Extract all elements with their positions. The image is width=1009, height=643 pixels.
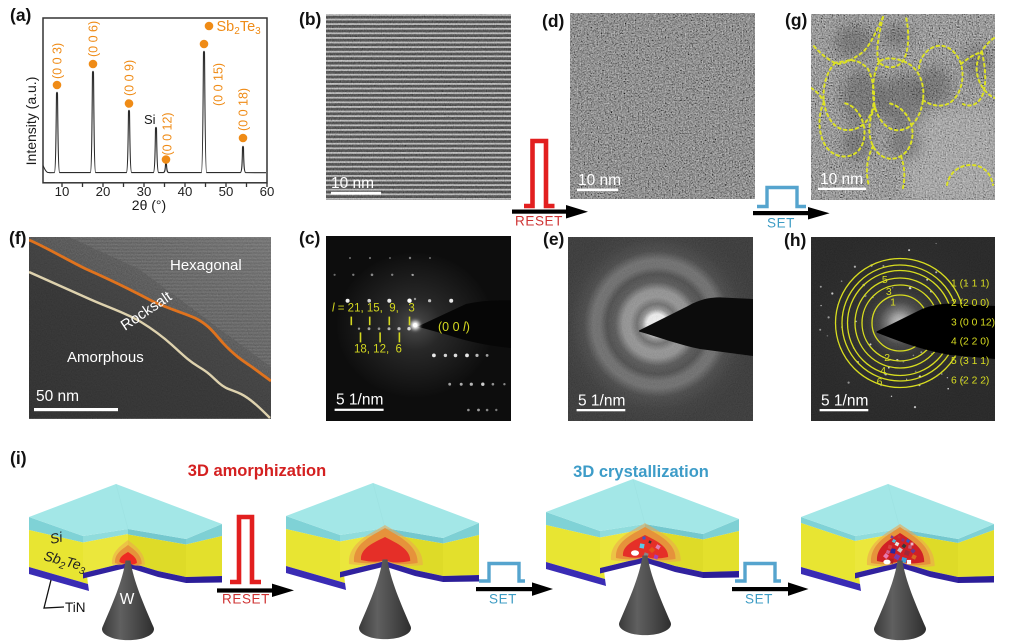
svg-text:(0 0 9): (0 0 9)	[123, 60, 137, 96]
svg-text:(0 0 18): (0 0 18)	[237, 88, 251, 131]
svg-text:5 1/nm: 5 1/nm	[336, 392, 383, 409]
svg-text:5 1/nm: 5 1/nm	[821, 393, 868, 410]
svg-text:3: 3	[886, 286, 892, 298]
svg-text:6 (2 2 2): 6 (2 2 2)	[951, 376, 989, 387]
svg-text:10 nm: 10 nm	[820, 171, 863, 188]
svg-text:4 (2 2 0): 4 (2 2 0)	[951, 337, 989, 348]
svg-text:Intensity (a.u.): Intensity (a.u.)	[23, 77, 39, 166]
svg-text:60: 60	[260, 184, 275, 199]
svg-text:18, 12, 6: 18, 12, 6	[354, 344, 402, 356]
svg-text:(0 0 l): (0 0 l)	[438, 320, 470, 334]
svg-text:Hexagonal: Hexagonal	[170, 257, 242, 274]
svg-text:SET: SET	[745, 592, 773, 607]
svg-text:10: 10	[55, 184, 70, 199]
svg-text:4: 4	[880, 365, 886, 377]
svg-text:5: 5	[882, 274, 888, 286]
svg-text:30: 30	[137, 184, 152, 199]
svg-text:10 nm: 10 nm	[578, 172, 621, 189]
svg-text:l = 21, 15, 9, 3: l = 21, 15, 9, 3	[332, 303, 415, 315]
svg-text:5 (3 1 1): 5 (3 1 1)	[951, 356, 989, 367]
svg-text:20: 20	[96, 184, 111, 199]
svg-text:40: 40	[178, 184, 193, 199]
svg-text:6: 6	[877, 376, 883, 388]
svg-text:TiN: TiN	[65, 600, 86, 615]
svg-text:2θ (°): 2θ (°)	[132, 197, 166, 213]
svg-text:Si: Si	[48, 529, 64, 547]
svg-text:(0 0 3): (0 0 3)	[51, 43, 65, 79]
svg-text:5 1/nm: 5 1/nm	[578, 393, 625, 410]
svg-text:1: 1	[890, 297, 896, 309]
svg-text:RESET: RESET	[515, 214, 563, 229]
svg-text:3 (0 0 12): 3 (0 0 12)	[951, 317, 995, 328]
svg-text:(0 0 12): (0 0 12)	[161, 112, 175, 155]
svg-text:2 (2 0 0): 2 (2 0 0)	[951, 298, 989, 309]
svg-text:10 nm: 10 nm	[331, 175, 374, 192]
svg-text:(0 0 15): (0 0 15)	[212, 63, 226, 106]
svg-text:1 (1 1 1): 1 (1 1 1)	[951, 279, 989, 290]
svg-text:3D amorphization: 3D amorphization	[188, 462, 326, 480]
svg-text:(0 0 6): (0 0 6)	[87, 21, 101, 57]
svg-text:2: 2	[884, 352, 890, 364]
svg-text:W: W	[120, 591, 135, 608]
svg-text:50 nm: 50 nm	[36, 388, 79, 405]
svg-text:SET: SET	[767, 216, 795, 231]
svg-text:SET: SET	[489, 592, 517, 607]
svg-text:3D crystallization: 3D crystallization	[573, 463, 709, 481]
svg-text:Sb2Te3: Sb2Te3	[217, 19, 262, 37]
svg-text:RESET: RESET	[222, 592, 270, 607]
svg-text:Si: Si	[144, 112, 156, 127]
svg-text:Amorphous: Amorphous	[67, 349, 144, 366]
svg-text:50: 50	[219, 184, 234, 199]
